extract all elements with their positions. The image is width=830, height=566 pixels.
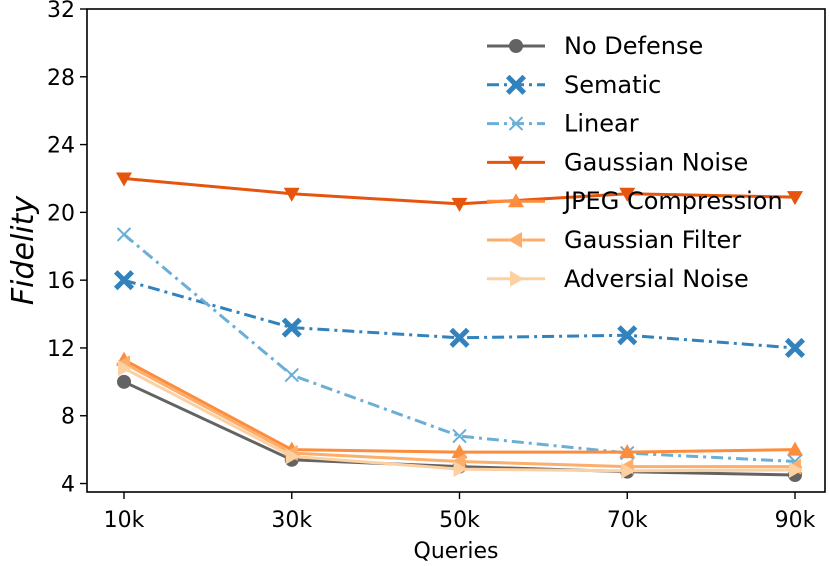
data-point-10k [116,172,132,187]
data-point-50k [449,327,470,348]
y-tick-label-8: 8 [61,405,75,430]
series-gaussian-noise [116,172,803,212]
data-point-10k [113,270,135,291]
y-axis-title: Fidelity [6,195,41,306]
data-point-90k [784,337,806,358]
legend-item-linear: Linear [487,110,639,138]
legend-label: Gaussian Filter [564,226,741,254]
data-point-50k [451,197,468,212]
data-point-30k [284,367,299,383]
legend-marker [509,39,523,53]
legend-marker [508,193,524,208]
legend-item-adversial-noise: Adversial Noise [487,265,749,293]
legend-label: JPEG Compression [562,187,783,215]
series-jpeg-compression [116,351,803,459]
axes-frame [86,8,826,493]
data-point-70k [621,462,636,479]
y-tick-label-16: 16 [47,269,75,294]
data-point-50k [451,453,466,470]
legend-item-gaussian-noise: Gaussian Noise [487,148,748,176]
series-adversial-noise [118,360,803,479]
y-tick-label-32: 32 [47,0,75,23]
legend: No Defense Sematic Linear Gaussian Noise JPE… [487,32,783,293]
data-point-10k [118,360,132,377]
legend-marker [508,116,524,131]
legend-item-sematic: Sematic [487,71,661,99]
data-point-50k [452,428,467,444]
data-point-70k [619,444,636,459]
series-line [123,358,796,454]
data-point-90k [787,191,803,206]
data-point-90k [789,461,803,478]
legend-item-no-defense: No Defense [487,32,703,60]
data-point-70k [619,187,636,202]
x-tick-label-70k: 70k [607,508,648,533]
x-tick-label-30k: 30k [271,508,312,533]
data-point-30k [281,317,302,338]
legend-marker [508,232,522,248]
legend-label: No Defense [564,32,703,60]
x-tick-label-50k: 50k [439,508,480,533]
data-point-30k [283,187,300,202]
y-tick-label-24: 24 [47,134,75,159]
legend-label: Adversial Noise [564,265,749,293]
y-tick-label-4: 4 [61,473,75,498]
legend-item-gaussian-filter: Gaussian Filter [487,226,741,254]
y-tick-label-20: 20 [47,201,75,226]
series-sematic [113,270,806,358]
legend-label: Sematic [564,71,661,99]
data-point-10k [117,374,131,389]
plot-area [113,172,806,483]
axis-ticks: 10k 30k 50k 70k 90k 4 8 12 16 20 24 28 32 [47,0,816,533]
legend-item-jpeg-compression: JPEG Compression [487,187,783,215]
data-point-90k [787,441,803,456]
x-axis-title: Queries [414,539,499,564]
data-point-10k [116,227,132,242]
y-tick-label-28: 28 [47,66,75,91]
data-point-70k [617,325,638,346]
legend-label: Gaussian Noise [564,148,748,176]
legend-marker [505,74,527,95]
x-tick-label-90k: 90k [775,508,816,533]
x-tick-label-10k: 10k [104,508,145,533]
y-tick-label-12: 12 [47,337,75,362]
legend-label: Linear [564,110,639,138]
legend-marker [508,156,524,171]
data-point-30k [285,448,300,465]
legend-marker [510,270,524,287]
data-point-50k [453,461,468,478]
